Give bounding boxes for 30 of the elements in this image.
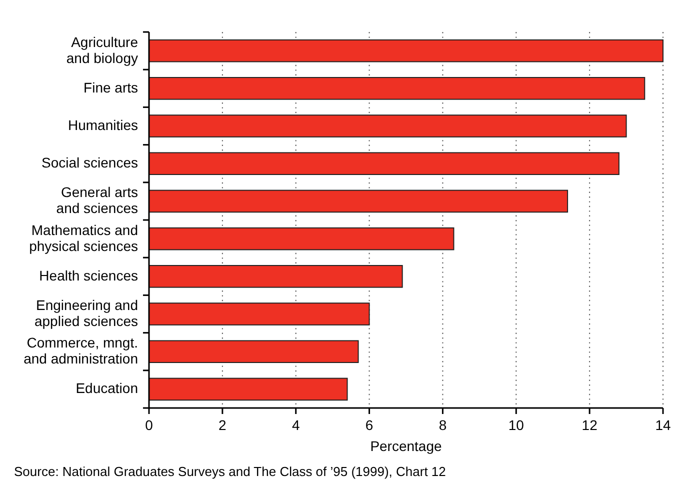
y-tick-label: Commerce, mngt. and administration (24, 334, 138, 366)
source-note: Source: National Graduates Surveys and The Class of ’95 (1999), Chart 12 (14, 464, 446, 479)
bar (148, 152, 620, 176)
bar (148, 39, 664, 62)
bar (148, 378, 348, 401)
bar (148, 227, 454, 250)
x-tick-label: 4 (292, 417, 300, 433)
y-tick-label: General arts and sciences (56, 184, 138, 216)
x-tick-label: 14 (655, 417, 671, 433)
y-tick-label: Engineering and applied sciences (34, 296, 138, 329)
bar (148, 302, 370, 326)
y-tick-label: Health sciences (39, 267, 138, 284)
y-tick-label: Agriculture and biology (66, 34, 138, 66)
x-tick-label: 10 (508, 417, 524, 433)
bar (148, 114, 627, 138)
bar (148, 76, 646, 100)
x-tick-label: 8 (438, 417, 447, 433)
y-tick-label: Education (76, 380, 138, 396)
bar (148, 340, 359, 364)
x-tick-label: 0 (145, 417, 154, 433)
bar (148, 190, 568, 213)
y-tick-label: Humanities (68, 116, 138, 133)
x-tick-label: 6 (365, 417, 374, 433)
bar (148, 264, 403, 288)
y-tick-label: Mathematics and physical sciences (29, 222, 138, 254)
x-tick-label: 2 (218, 417, 227, 433)
x-tick-label: 12 (582, 417, 598, 433)
y-tick-label: Social sciences (42, 154, 138, 170)
x-axis-title: Percentage (370, 438, 442, 454)
y-tick-label: Fine arts (84, 79, 138, 96)
